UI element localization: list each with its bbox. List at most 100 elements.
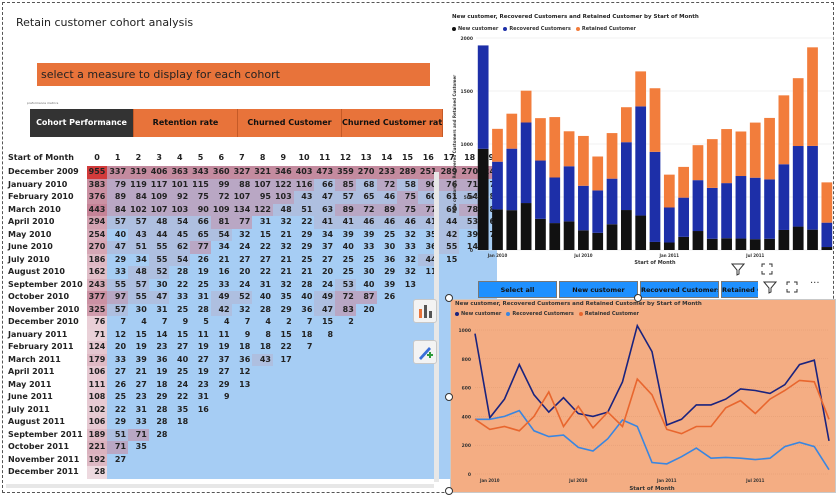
bar-segment[interactable] <box>792 78 804 147</box>
bar-segment[interactable] <box>635 71 647 107</box>
bar-segment[interactable] <box>477 45 489 149</box>
bar-segment[interactable] <box>678 166 690 198</box>
bar-segment[interactable] <box>549 223 561 250</box>
column-header[interactable]: 6 <box>210 150 232 166</box>
bar-segment[interactable] <box>535 118 546 161</box>
select-all-button[interactable]: Select all <box>478 281 557 298</box>
bar-segment[interactable] <box>721 129 732 184</box>
bar-segment[interactable] <box>635 215 647 250</box>
bar-segment[interactable] <box>506 148 518 211</box>
bar-segment[interactable] <box>721 238 732 250</box>
bar-segment[interactable] <box>492 128 503 162</box>
series-line[interactable] <box>474 323 830 442</box>
bar-segment[interactable] <box>578 230 589 250</box>
bar-segment[interactable] <box>649 151 661 242</box>
bar-segment[interactable] <box>506 113 518 149</box>
bar-segment[interactable] <box>778 95 790 165</box>
bar-segment[interactable] <box>706 187 718 239</box>
bar-segment[interactable] <box>520 90 532 123</box>
bar-segment[interactable] <box>706 238 718 250</box>
column-header[interactable]: 17 <box>438 150 460 166</box>
bar-segment[interactable] <box>735 176 747 239</box>
bar-segment[interactable] <box>535 160 546 219</box>
column-header[interactable]: 2 <box>128 150 149 166</box>
bar-segment[interactable] <box>778 164 790 230</box>
bar-segment[interactable] <box>807 229 818 250</box>
bar-segment[interactable] <box>678 197 690 237</box>
bar-segment[interactable] <box>563 166 575 222</box>
bar-segment[interactable] <box>663 242 675 250</box>
column-header[interactable]: 7 <box>231 150 253 166</box>
bar-segment[interactable] <box>663 207 675 243</box>
chart-type-icon[interactable] <box>413 299 437 323</box>
bar-segment[interactable] <box>549 177 561 224</box>
bar-segment[interactable] <box>692 180 704 232</box>
column-header[interactable]: 16 <box>417 150 439 166</box>
column-header[interactable]: 12 <box>335 150 356 166</box>
bar-segment[interactable] <box>549 117 561 178</box>
bar-segment[interactable] <box>792 226 804 250</box>
bar-segment[interactable] <box>749 122 761 178</box>
bar-segment[interactable] <box>764 117 775 180</box>
bar-segment[interactable] <box>620 107 632 143</box>
column-header[interactable]: 18 <box>459 150 481 166</box>
bar-segment[interactable] <box>663 174 675 208</box>
focus-mode-icon[interactable] <box>785 280 799 294</box>
bar-segment[interactable] <box>678 236 690 250</box>
bar-segment[interactable] <box>592 232 604 250</box>
bar-segment[interactable] <box>749 239 761 250</box>
bar-segment[interactable] <box>578 185 589 231</box>
column-header[interactable]: 11 <box>314 150 336 166</box>
bar-segment[interactable] <box>477 148 489 250</box>
bar-segment[interactable] <box>492 209 503 250</box>
resize-handle[interactable] <box>445 487 453 495</box>
bar-segment[interactable] <box>821 222 833 248</box>
bar-segment[interactable] <box>749 177 761 240</box>
more-options-icon[interactable]: ··· <box>810 278 820 289</box>
bar-segment[interactable] <box>807 145 818 230</box>
bar-segment[interactable] <box>520 203 532 250</box>
bar-segment[interactable] <box>535 218 546 250</box>
bar-segment[interactable] <box>649 241 661 250</box>
bar-segment[interactable] <box>692 231 704 250</box>
column-header[interactable]: 4 <box>169 150 191 166</box>
column-header[interactable]: 8 <box>252 150 273 166</box>
bar-segment[interactable] <box>764 238 775 250</box>
tab-churned-customer-rate[interactable]: Churned Customer rate <box>342 109 443 137</box>
bar-segment[interactable] <box>592 190 604 233</box>
column-header[interactable]: 1 <box>107 150 129 166</box>
bar-segment[interactable] <box>606 133 618 179</box>
bar-segment[interactable] <box>492 161 503 210</box>
resize-handle[interactable] <box>445 294 453 302</box>
tab-cohort-performance[interactable]: Cohort Performance <box>30 109 134 137</box>
bar-segment[interactable] <box>721 183 732 239</box>
tab-churned-customer[interactable]: Churned Customer <box>238 109 342 137</box>
resize-handle[interactable] <box>634 294 642 302</box>
recovered-customers-button[interactable]: Recovered Customers <box>640 281 719 298</box>
bar-segment[interactable] <box>635 106 647 216</box>
column-header[interactable]: 0 <box>86 150 108 166</box>
filter-icon[interactable] <box>763 280 777 294</box>
bar-segment[interactable] <box>578 135 589 186</box>
bar-segment[interactable] <box>706 139 718 188</box>
bar-segment[interactable] <box>807 47 818 146</box>
column-header[interactable]: 13 <box>355 150 377 166</box>
filter-icon[interactable] <box>731 262 745 276</box>
bar-segment[interactable] <box>563 221 575 250</box>
series-line[interactable] <box>474 377 830 435</box>
new-customer-button[interactable]: New customer <box>559 281 638 298</box>
bar-segment[interactable] <box>606 224 618 250</box>
tab-retention-rate[interactable]: Retention rate <box>134 109 238 137</box>
column-header[interactable]: 15 <box>397 150 418 166</box>
column-header[interactable]: 5 <box>190 150 211 166</box>
bar-segment[interactable] <box>778 229 790 250</box>
bar-segment[interactable] <box>735 131 747 177</box>
resize-handle[interactable] <box>445 393 453 401</box>
format-brush-icon[interactable] <box>413 340 437 364</box>
focus-mode-icon[interactable] <box>760 262 774 276</box>
cohort-horizontal-scrollbar[interactable] <box>6 484 434 488</box>
column-header[interactable]: 10 <box>293 150 315 166</box>
bar-segment[interactable] <box>792 146 804 227</box>
bar-segment[interactable] <box>620 142 632 211</box>
bar-segment[interactable] <box>592 156 604 191</box>
